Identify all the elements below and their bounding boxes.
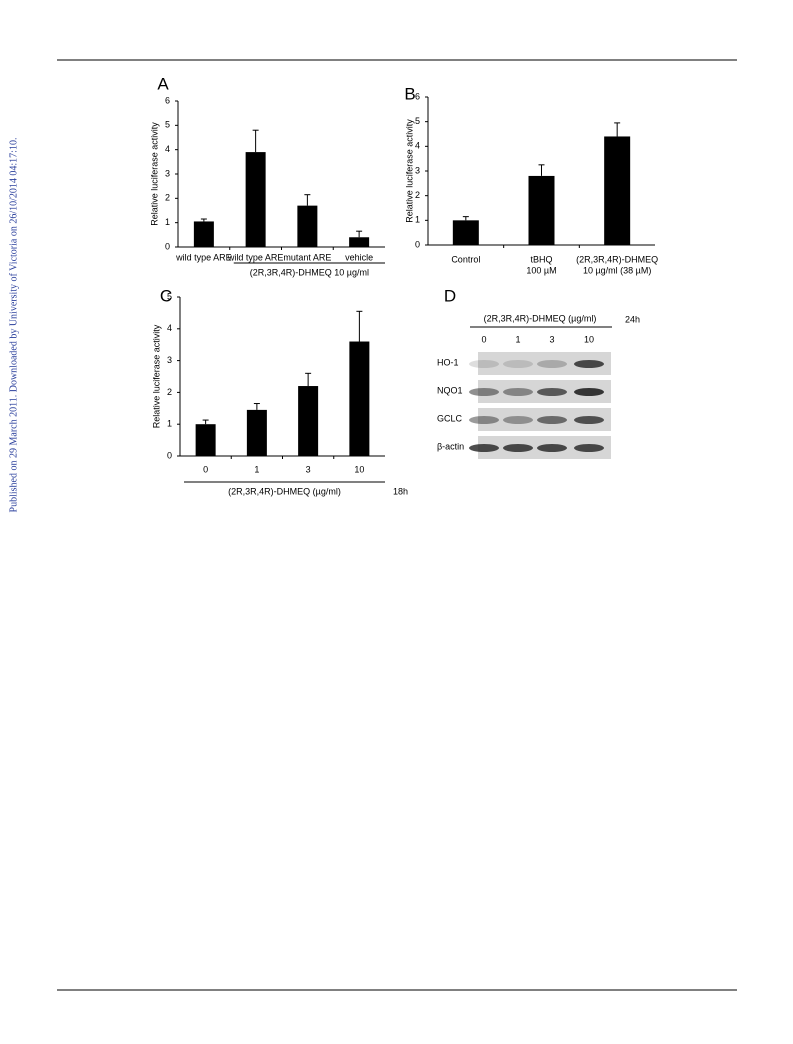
bar <box>246 409 267 456</box>
bar <box>528 175 555 245</box>
y-tick-label: 4 <box>415 141 420 151</box>
y-tick-label: 4 <box>167 323 172 333</box>
y-axis-label: Relative luciferase activity <box>149 122 159 226</box>
group-label: (2R,3R,4R)-DHMEQ (µg/ml) <box>228 486 341 496</box>
bar <box>349 237 370 247</box>
y-tick-label: 2 <box>165 193 170 203</box>
blot-band <box>469 360 499 368</box>
x-tick-label: wild type ARE <box>227 252 284 262</box>
blot-band <box>503 416 533 424</box>
blot-band <box>574 444 604 452</box>
y-tick-label: 3 <box>165 168 170 178</box>
panel-label: D <box>444 286 456 305</box>
x-tick-label: 1 <box>254 464 259 474</box>
time-label: 18h <box>393 486 408 496</box>
bar <box>195 424 216 456</box>
blot-strip <box>478 352 611 375</box>
x-tick-label: 10 µg/ml (38 µM) <box>583 265 651 275</box>
blot-treatment: (2R,3R,4R)-DHMEQ (µg/ml) <box>484 313 597 323</box>
x-tick-label: (2R,3R,4R)-DHMEQ <box>576 254 658 264</box>
panel-label: C <box>160 286 172 305</box>
blot-band <box>574 416 604 424</box>
x-tick-label: mutant ARE <box>283 252 331 262</box>
y-tick-label: 0 <box>165 241 170 251</box>
y-axis-label: Relative luciferase activity <box>404 119 414 223</box>
side-note: Published on 29 March 2011. Downloaded b… <box>8 138 19 513</box>
x-tick-label: tBHQ <box>530 254 552 264</box>
bar <box>349 341 370 456</box>
x-tick-label: wild type ARE <box>175 252 232 262</box>
dose-label: 1 <box>515 334 520 344</box>
y-tick-label: 3 <box>167 355 172 365</box>
blot-band <box>537 360 567 368</box>
row-label: NQO1 <box>437 385 463 395</box>
y-tick-label: 4 <box>165 144 170 154</box>
row-label: GCLC <box>437 413 463 423</box>
blot-time: 24h <box>625 314 640 324</box>
panel-label: A <box>157 74 169 93</box>
row-label: β-actin <box>437 441 464 451</box>
y-tick-label: 0 <box>167 450 172 460</box>
dose-label: 3 <box>549 334 554 344</box>
y-tick-label: 5 <box>167 291 172 301</box>
y-axis-label: Relative luciferase activity <box>151 324 161 428</box>
x-tick-label: Control <box>451 254 480 264</box>
y-tick-label: 1 <box>415 215 420 225</box>
dose-label: 0 <box>481 334 486 344</box>
y-tick-label: 3 <box>415 165 420 175</box>
y-tick-label: 2 <box>167 387 172 397</box>
bar <box>298 386 319 456</box>
y-tick-label: 6 <box>165 95 170 105</box>
y-tick-label: 5 <box>415 116 420 126</box>
blot-band <box>503 444 533 452</box>
blot-band <box>537 416 567 424</box>
x-tick-label: 3 <box>306 464 311 474</box>
blot-band <box>537 388 567 396</box>
y-tick-label: 1 <box>165 217 170 227</box>
blot-band <box>469 388 499 396</box>
group-label: (2R,3R,4R)-DHMEQ 10 µg/ml <box>250 267 369 277</box>
y-tick-label: 6 <box>415 91 420 101</box>
blot-band <box>574 360 604 368</box>
bar <box>604 136 631 245</box>
panel-label: B <box>404 84 415 103</box>
blot-band <box>503 360 533 368</box>
y-tick-label: 2 <box>415 190 420 200</box>
blot-band <box>469 444 499 452</box>
x-tick-label: 10 <box>354 464 364 474</box>
bar <box>297 205 318 247</box>
x-tick-label: 100 µM <box>526 265 556 275</box>
row-label: HO-1 <box>437 357 459 367</box>
x-tick-label: 0 <box>203 464 208 474</box>
blot-band <box>469 416 499 424</box>
bar <box>193 221 214 247</box>
blot-band <box>503 388 533 396</box>
x-tick-label: vehicle <box>345 252 373 262</box>
dose-label: 10 <box>584 334 594 344</box>
y-tick-label: 5 <box>165 120 170 130</box>
bar <box>452 220 479 245</box>
y-tick-label: 1 <box>167 419 172 429</box>
bar <box>245 152 266 247</box>
y-tick-label: 0 <box>415 239 420 249</box>
blot-band <box>574 388 604 396</box>
blot-band <box>537 444 567 452</box>
